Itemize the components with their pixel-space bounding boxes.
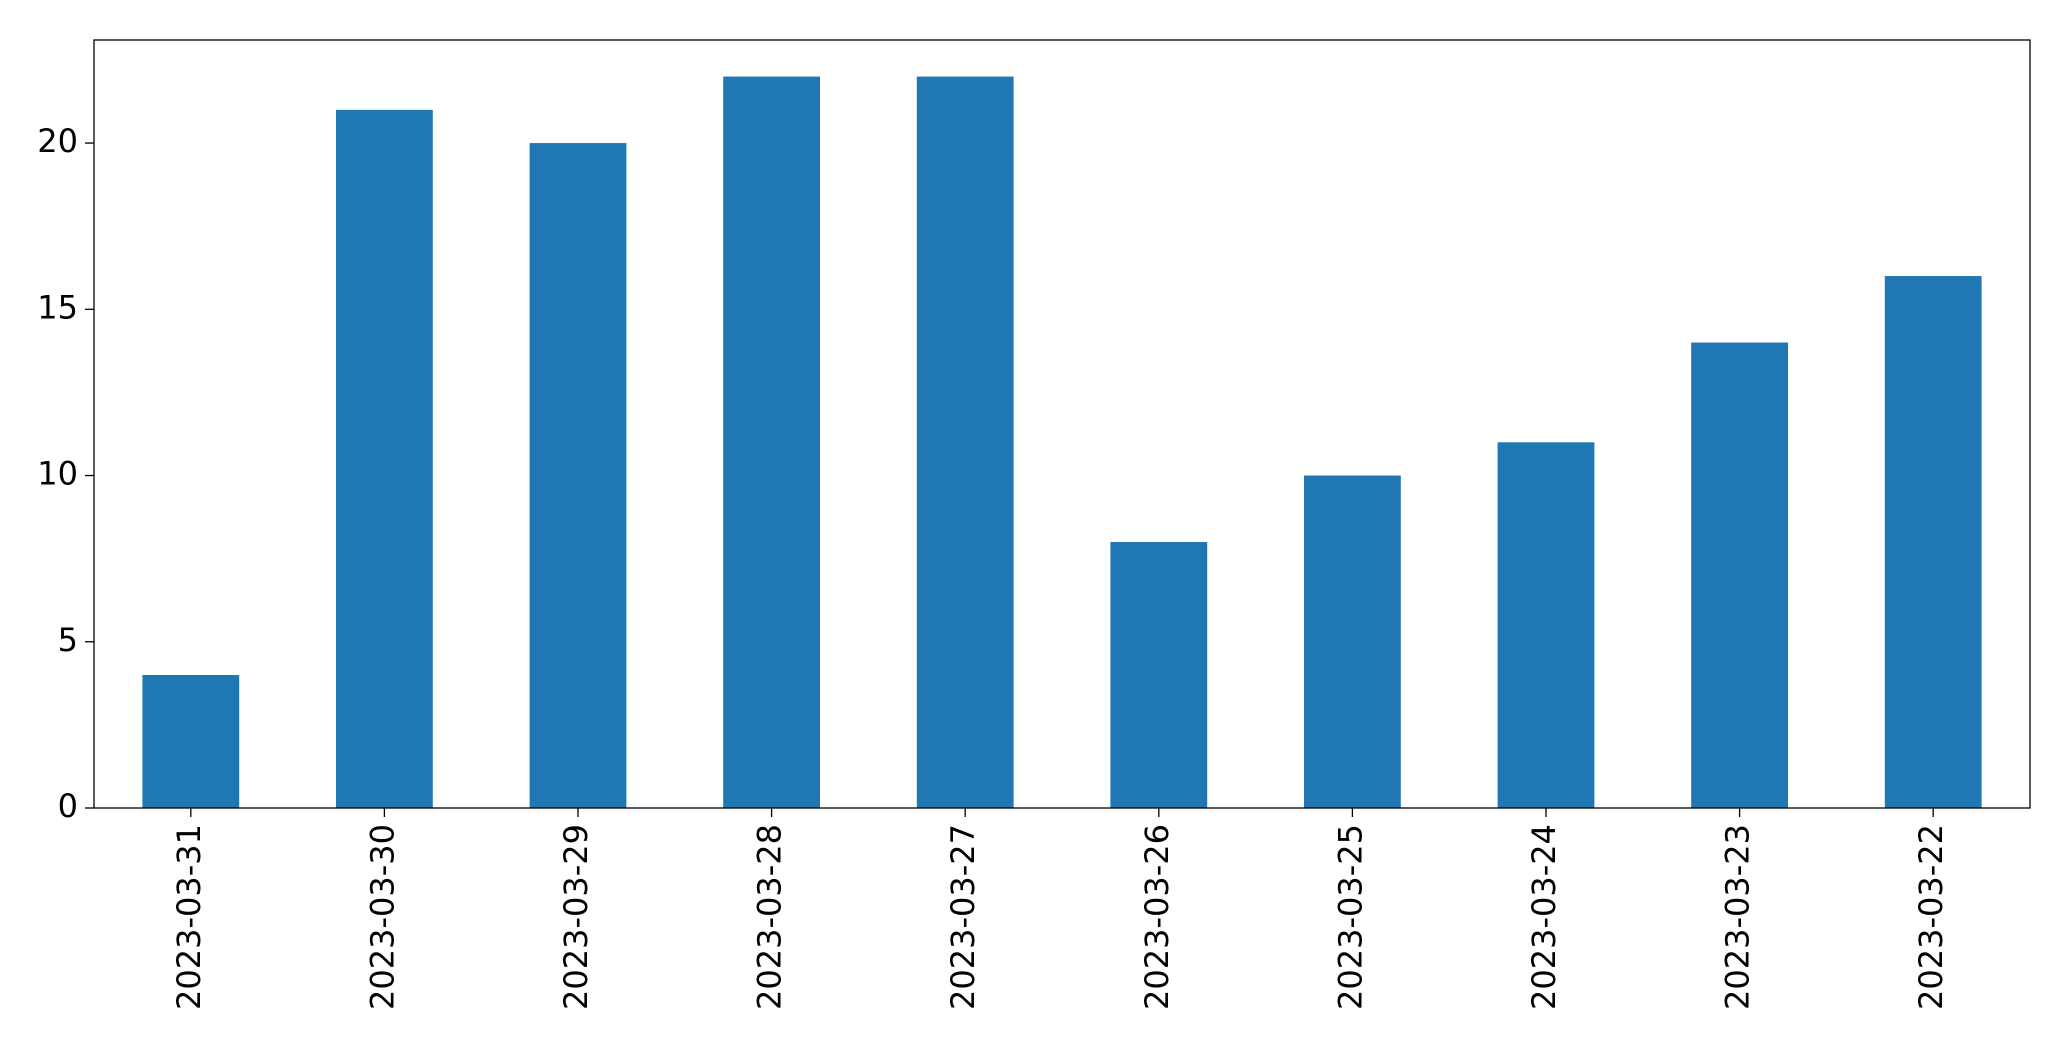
bar (916, 76, 1014, 809)
bar (529, 143, 627, 808)
x-tick-label: 2023-03-28 (751, 824, 789, 1010)
x-tick-label: 2023-03-22 (1912, 824, 1950, 1010)
x-tick-label: 2023-03-25 (1331, 824, 1369, 1010)
x-tick-label: 2023-03-30 (363, 824, 401, 1010)
bar (336, 109, 433, 809)
y-tick-label: 10 (37, 455, 78, 493)
y-tick-label: 5 (58, 621, 78, 659)
x-tick-label: 2023-03-27 (944, 824, 982, 1010)
x-tick-label: 2023-03-31 (170, 824, 208, 1010)
bar (723, 76, 820, 809)
bar (142, 675, 240, 808)
bar (1497, 442, 1595, 808)
bar (1110, 542, 1208, 808)
x-tick-label: 2023-03-23 (1719, 824, 1757, 1010)
bar (1691, 342, 1788, 808)
y-tick-label: 0 (58, 787, 78, 825)
bar (1884, 276, 1982, 808)
y-tick-label: 15 (37, 288, 78, 326)
y-tick-label: 20 (37, 122, 78, 160)
x-tick-label: 2023-03-24 (1525, 824, 1563, 1010)
plot-frame (93, 39, 2031, 809)
bar (1304, 475, 1401, 808)
x-tick-label: 2023-03-26 (1138, 824, 1176, 1010)
x-tick-label: 2023-03-29 (557, 824, 595, 1010)
